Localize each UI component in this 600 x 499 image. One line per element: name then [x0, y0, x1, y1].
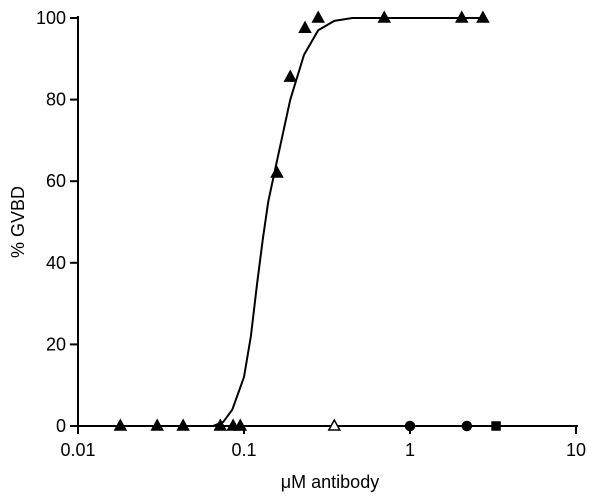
triangle-point — [377, 10, 392, 23]
triangle-point — [213, 418, 228, 431]
x-tick-label: 10 — [566, 440, 586, 460]
triangle-point — [113, 418, 128, 431]
triangle-point — [283, 69, 298, 82]
y-axis-label: % GVBD — [8, 186, 28, 258]
triangle-point — [176, 418, 190, 431]
circle-point — [461, 420, 473, 432]
triangle-point — [327, 418, 342, 431]
triangle-point — [454, 10, 469, 23]
triangle-point — [233, 418, 248, 431]
y-tick-label: 100 — [36, 8, 66, 28]
circle-point — [404, 420, 416, 432]
triangle-point — [270, 165, 284, 178]
triangle-point — [476, 10, 490, 23]
fit-curve — [212, 17, 485, 427]
y-tick-label: 80 — [46, 90, 66, 110]
x-axis-label: μM antibody — [281, 472, 379, 492]
square-point — [491, 421, 501, 431]
triangle-point — [150, 418, 164, 431]
y-tick-label: 20 — [46, 334, 66, 354]
triangle-point — [298, 20, 312, 33]
triangle-point — [311, 10, 325, 23]
y-tick-label: 0 — [56, 416, 66, 436]
y-tick-label: 60 — [46, 171, 66, 191]
x-tick-label: 0.01 — [60, 440, 95, 460]
x-tick-label: 0.1 — [231, 440, 256, 460]
x-tick-label: 1 — [405, 440, 415, 460]
y-tick-label: 40 — [46, 253, 66, 273]
